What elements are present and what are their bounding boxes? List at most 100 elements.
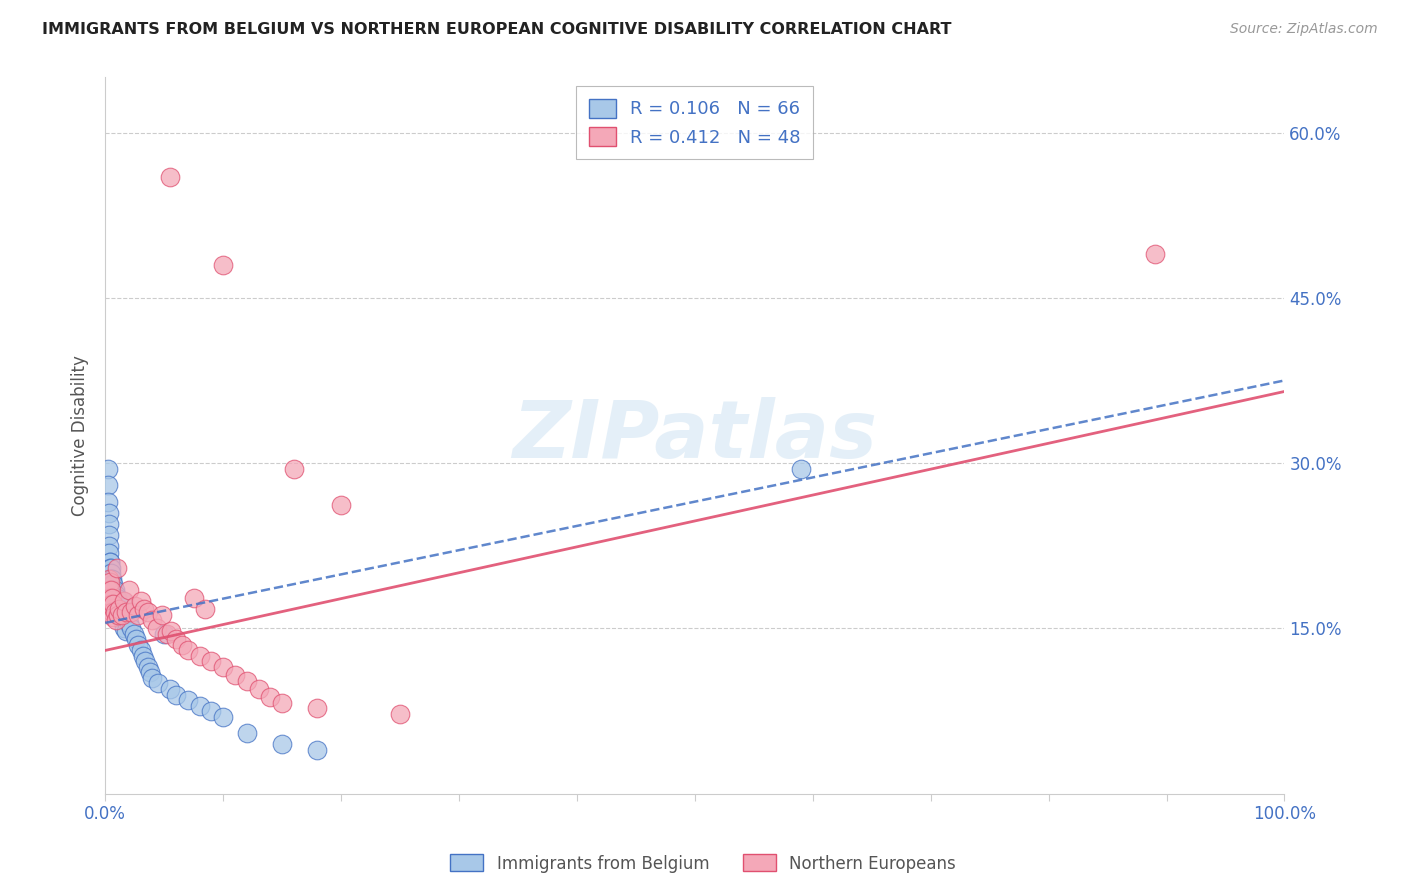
Point: [224, 667, 246, 681]
Point: [111, 608, 134, 623]
Point: [97, 478, 120, 492]
Point: [98, 591, 121, 605]
Point: [111, 594, 134, 608]
Point: [127, 638, 149, 652]
Point: [188, 698, 211, 713]
Point: [107, 594, 129, 608]
Point: [115, 624, 138, 638]
Point: [98, 575, 121, 590]
Point: [1143, 246, 1166, 260]
Point: [100, 582, 122, 597]
Point: [98, 561, 121, 575]
Text: IMMIGRANTS FROM BELGIUM VS NORTHERN EUROPEAN COGNITIVE DISABILITY CORRELATION CH: IMMIGRANTS FROM BELGIUM VS NORTHERN EURO…: [42, 22, 952, 37]
Point: [330, 498, 353, 512]
Point: [160, 624, 183, 638]
Point: [101, 572, 124, 586]
Point: [155, 627, 177, 641]
Point: [122, 627, 145, 641]
Point: [105, 591, 128, 605]
Point: [200, 704, 222, 718]
Point: [103, 597, 125, 611]
Point: [107, 608, 129, 623]
Point: [97, 506, 120, 520]
Point: [124, 599, 146, 614]
Point: [307, 700, 329, 714]
Point: [100, 566, 122, 581]
Point: [105, 561, 128, 575]
Point: [98, 555, 121, 569]
Point: [103, 577, 125, 591]
Point: [108, 601, 131, 615]
Point: [97, 546, 120, 560]
Point: [212, 709, 235, 723]
Point: [177, 693, 200, 707]
Legend: Immigrants from Belgium, Northern Europeans: Immigrants from Belgium, Northern Europe…: [443, 847, 963, 880]
Point: [389, 707, 412, 722]
Point: [159, 681, 181, 696]
Point: [104, 613, 127, 627]
Point: [183, 591, 205, 605]
Point: [271, 737, 294, 751]
Point: [104, 591, 127, 605]
Point: [98, 566, 121, 581]
Point: [271, 696, 294, 710]
Point: [104, 605, 127, 619]
Point: [148, 676, 170, 690]
Point: [139, 665, 162, 680]
Point: [132, 648, 155, 663]
Point: [115, 605, 138, 619]
Point: [150, 608, 173, 623]
Point: [165, 632, 187, 647]
Point: [235, 726, 257, 740]
Point: [112, 594, 135, 608]
Point: [104, 582, 127, 597]
Point: [146, 621, 169, 635]
Point: [101, 605, 124, 619]
Y-axis label: Cognitive Disability: Cognitive Disability: [72, 355, 89, 516]
Point: [101, 582, 124, 597]
Point: [98, 572, 121, 586]
Point: [136, 605, 159, 619]
Point: [200, 655, 222, 669]
Text: Source: ZipAtlas.com: Source: ZipAtlas.com: [1230, 22, 1378, 37]
Point: [790, 461, 813, 475]
Point: [105, 599, 128, 614]
Point: [134, 601, 156, 615]
Point: [100, 582, 122, 597]
Point: [118, 582, 141, 597]
Point: [100, 572, 122, 586]
Point: [153, 627, 176, 641]
Point: [100, 577, 122, 591]
Point: [194, 601, 217, 615]
Point: [259, 690, 281, 704]
Point: [103, 591, 125, 605]
Point: [136, 660, 159, 674]
Point: [103, 610, 125, 624]
Point: [118, 615, 141, 630]
Point: [101, 588, 124, 602]
Point: [159, 169, 181, 184]
Point: [141, 613, 163, 627]
Point: [98, 577, 121, 591]
Point: [97, 494, 120, 508]
Point: [177, 643, 200, 657]
Point: [134, 655, 156, 669]
Text: ZIPatlas: ZIPatlas: [512, 397, 877, 475]
Point: [104, 588, 127, 602]
Point: [100, 561, 122, 575]
Point: [112, 621, 135, 635]
Point: [97, 572, 120, 586]
Point: [120, 605, 142, 619]
Point: [283, 461, 305, 475]
Point: [141, 671, 163, 685]
Point: [108, 601, 131, 615]
Point: [97, 527, 120, 541]
Point: [129, 594, 152, 608]
Point: [97, 461, 120, 475]
Point: [235, 674, 257, 689]
Point: [107, 605, 129, 619]
Legend: R = 0.106   N = 66, R = 0.412   N = 48: R = 0.106 N = 66, R = 0.412 N = 48: [576, 87, 814, 160]
Point: [97, 516, 120, 531]
Point: [104, 599, 127, 614]
Point: [97, 539, 120, 553]
